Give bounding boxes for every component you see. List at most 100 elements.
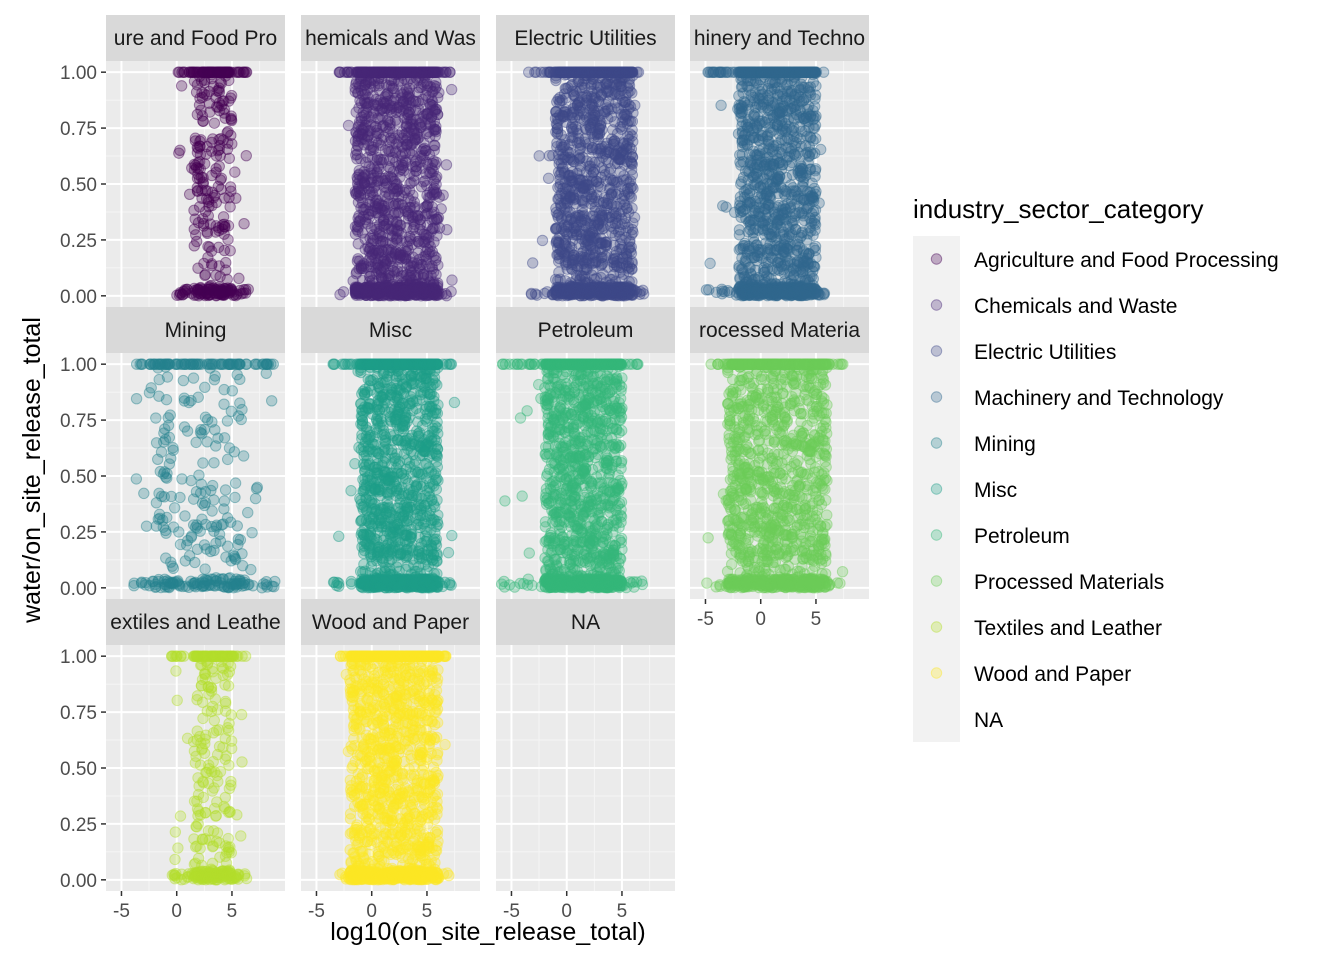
data-point (559, 188, 571, 200)
data-point (432, 211, 445, 224)
data-point (211, 66, 223, 78)
data-point (549, 222, 562, 235)
data-point (732, 103, 744, 115)
data-point (398, 186, 411, 199)
data-point (223, 152, 235, 165)
data-point (206, 199, 218, 212)
data-point (190, 86, 203, 98)
data-point (192, 287, 205, 299)
data-point (211, 85, 223, 97)
data-point (410, 164, 423, 177)
data-point (372, 288, 384, 301)
data-point (334, 288, 346, 301)
data-point (212, 241, 225, 254)
data-point (202, 251, 214, 264)
data-point (213, 82, 225, 94)
data-point (198, 257, 210, 270)
data-point (197, 115, 209, 127)
data-point (394, 66, 407, 78)
data-point (202, 210, 215, 222)
data-point (378, 214, 390, 227)
data-point (200, 193, 213, 205)
data-points (171, 66, 254, 302)
data-point (206, 186, 219, 198)
data-point (765, 87, 777, 99)
data-point (188, 223, 200, 236)
data-point (365, 268, 378, 280)
data-point (804, 131, 816, 143)
y-tick-label: 0.25 (60, 231, 97, 252)
data-point (420, 179, 433, 192)
data-point (588, 116, 601, 129)
data-point (762, 135, 775, 148)
data-point (213, 281, 225, 293)
data-point (557, 161, 569, 174)
data-point (788, 101, 800, 113)
data-point (807, 272, 819, 285)
data-point (206, 259, 218, 272)
data-point (785, 228, 798, 241)
data-point (595, 88, 607, 101)
data-point (394, 249, 407, 262)
data-point (226, 285, 238, 297)
data-point (213, 97, 226, 109)
data-point (533, 150, 545, 162)
data-point (221, 66, 234, 78)
data-point (178, 66, 190, 78)
data-point (580, 175, 593, 187)
data-point (202, 66, 215, 78)
data-point (210, 283, 222, 295)
data-point (187, 66, 200, 78)
data-point (400, 205, 412, 217)
data-point (427, 104, 439, 117)
data-point (398, 112, 410, 124)
data-point (224, 245, 236, 257)
data-point (759, 203, 771, 215)
data-point (215, 172, 228, 184)
data-point (559, 234, 572, 246)
facet-strip-label: hemicals and Was (305, 27, 476, 50)
data-point (215, 132, 227, 145)
data-point (773, 109, 785, 122)
data-point (196, 86, 208, 99)
data-point (743, 187, 756, 199)
data-point (225, 112, 237, 125)
data-point (430, 76, 442, 88)
data-point (589, 247, 602, 259)
data-point (223, 74, 235, 87)
data-point (412, 283, 424, 295)
data-point (629, 284, 641, 297)
data-point (772, 256, 784, 268)
data-point (210, 162, 222, 175)
data-point (191, 181, 204, 194)
data-point (204, 288, 216, 301)
data-point (219, 283, 231, 295)
data-point (192, 262, 204, 274)
data-point (195, 288, 207, 300)
data-point (614, 121, 626, 133)
data-point (197, 66, 210, 78)
data-point (204, 288, 216, 301)
data-point (203, 66, 215, 78)
data-point (365, 119, 377, 131)
data-point (204, 106, 216, 118)
data-point (202, 66, 215, 78)
data-point (215, 77, 228, 89)
data-point (238, 217, 250, 230)
data-point (748, 170, 760, 183)
data-point (387, 230, 399, 243)
data-point (212, 84, 225, 97)
data-point (199, 268, 212, 281)
data-point (622, 82, 634, 94)
data-point (197, 212, 209, 225)
data-point (220, 264, 232, 276)
data-point (362, 285, 374, 297)
facet-strip-label: hinery and Techno (694, 27, 865, 50)
data-point (353, 164, 365, 177)
data-point (617, 111, 629, 124)
data-point (618, 138, 631, 150)
data-point (349, 82, 361, 94)
data-point (809, 164, 821, 177)
data-point (710, 286, 723, 298)
data-point (376, 156, 388, 169)
